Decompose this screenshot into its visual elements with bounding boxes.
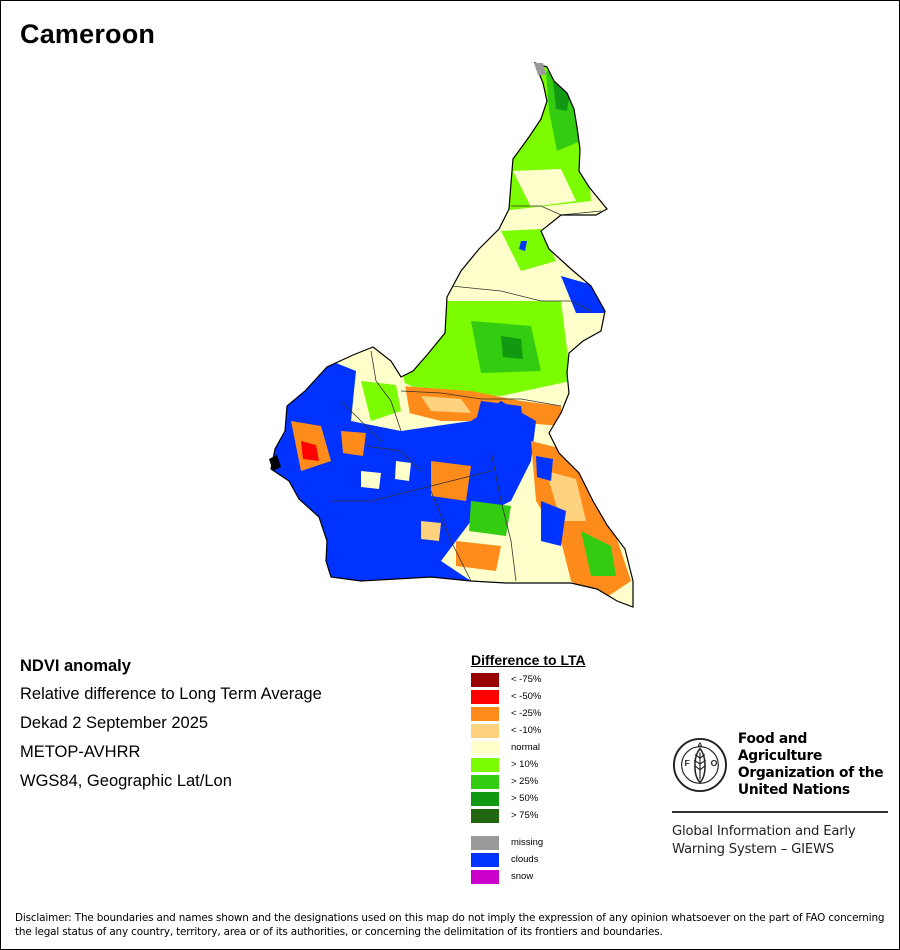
giews-line: Warning System – GIEWS xyxy=(672,842,835,857)
giews-name: Global Information and Early Warning Sys… xyxy=(672,823,890,859)
legend-swatch xyxy=(471,740,499,755)
fao-logo-icon: F O A xyxy=(672,738,727,792)
product-sensor: METOP-AVHRR xyxy=(20,743,141,761)
legend-label: normal xyxy=(511,742,541,753)
legend-label: < -50% xyxy=(511,691,542,702)
svg-text:A: A xyxy=(697,741,703,750)
legend: Difference to LTA < -75% < -50% < -25% < -1… xyxy=(471,652,651,885)
legend-label: < -10% xyxy=(511,725,542,736)
product-heading: NDVI anomaly xyxy=(20,657,131,675)
map-metadata: NDVI anomaly Relative difference to Long… xyxy=(20,657,322,801)
legend-item: missing xyxy=(471,834,651,851)
legend-label: > 10% xyxy=(511,759,539,770)
legend-label: missing xyxy=(511,837,544,848)
legend-swatch xyxy=(471,852,499,867)
legend-item: < -25% xyxy=(471,705,651,722)
admin-boundaries xyxy=(331,205,602,582)
legend-swatch xyxy=(471,723,499,738)
legend-item: normal xyxy=(471,739,651,756)
fao-name-line: Organization of the xyxy=(737,765,884,781)
legend-label: > 50% xyxy=(511,793,539,804)
legend-item: > 75% xyxy=(471,807,651,824)
legend-classes: < -75% < -50% < -25% < -10% normal > 10% > 25%… xyxy=(471,671,651,824)
fao-name: Food and Agriculture Organization of the… xyxy=(738,731,890,799)
legend-swatch xyxy=(471,869,499,884)
coastal-islet xyxy=(269,455,281,471)
legend-label: > 75% xyxy=(511,810,539,821)
product-projection: WGS84, Geographic Lat/Lon xyxy=(20,772,232,790)
legend-item: > 25% xyxy=(471,773,651,790)
ndvi-anomaly-raster xyxy=(271,63,633,607)
legend-item: > 10% xyxy=(471,756,651,773)
legend-item: snow xyxy=(471,868,651,885)
legend-swatch xyxy=(471,757,499,772)
legend-label: snow xyxy=(511,871,534,882)
legend-swatch xyxy=(471,689,499,704)
legend-swatch xyxy=(471,791,499,806)
legend-item: > 50% xyxy=(471,790,651,807)
giews-line: Global Information and Early xyxy=(672,824,856,839)
legend-label: > 25% xyxy=(511,776,539,787)
lake-chad-tip xyxy=(534,63,546,75)
legend-item: clouds xyxy=(471,851,651,868)
legend-label: clouds xyxy=(511,854,539,865)
fao-name-line: Food and Agriculture xyxy=(737,731,823,764)
fao-block: F O A Food and Agriculture Organization … xyxy=(672,731,890,859)
fao-divider xyxy=(672,811,888,813)
legend-swatch xyxy=(471,706,499,721)
legend-swatch xyxy=(471,835,499,850)
ndvi-map xyxy=(269,62,634,608)
legend-item: < -50% xyxy=(471,688,651,705)
legend-label: < -25% xyxy=(511,708,542,719)
product-description: Relative difference to Long Term Average xyxy=(20,685,322,703)
legend-title: Difference to LTA xyxy=(471,652,586,668)
legend-extra: missing clouds snow xyxy=(471,834,651,885)
fao-name-line: United Nations xyxy=(737,782,850,798)
product-period: Dekad 2 September 2025 xyxy=(20,714,209,732)
legend-label: < -75% xyxy=(511,674,542,685)
legend-swatch xyxy=(471,808,499,823)
legend-item: < -10% xyxy=(471,722,651,739)
svg-text:F: F xyxy=(685,758,690,768)
legend-item: < -75% xyxy=(471,671,651,688)
map-title: Cameroon xyxy=(20,19,156,49)
svg-text:O: O xyxy=(711,758,718,768)
disclaimer: Disclaimer: The boundaries and names sho… xyxy=(15,912,885,938)
legend-swatch xyxy=(471,672,499,687)
legend-swatch xyxy=(471,774,499,789)
